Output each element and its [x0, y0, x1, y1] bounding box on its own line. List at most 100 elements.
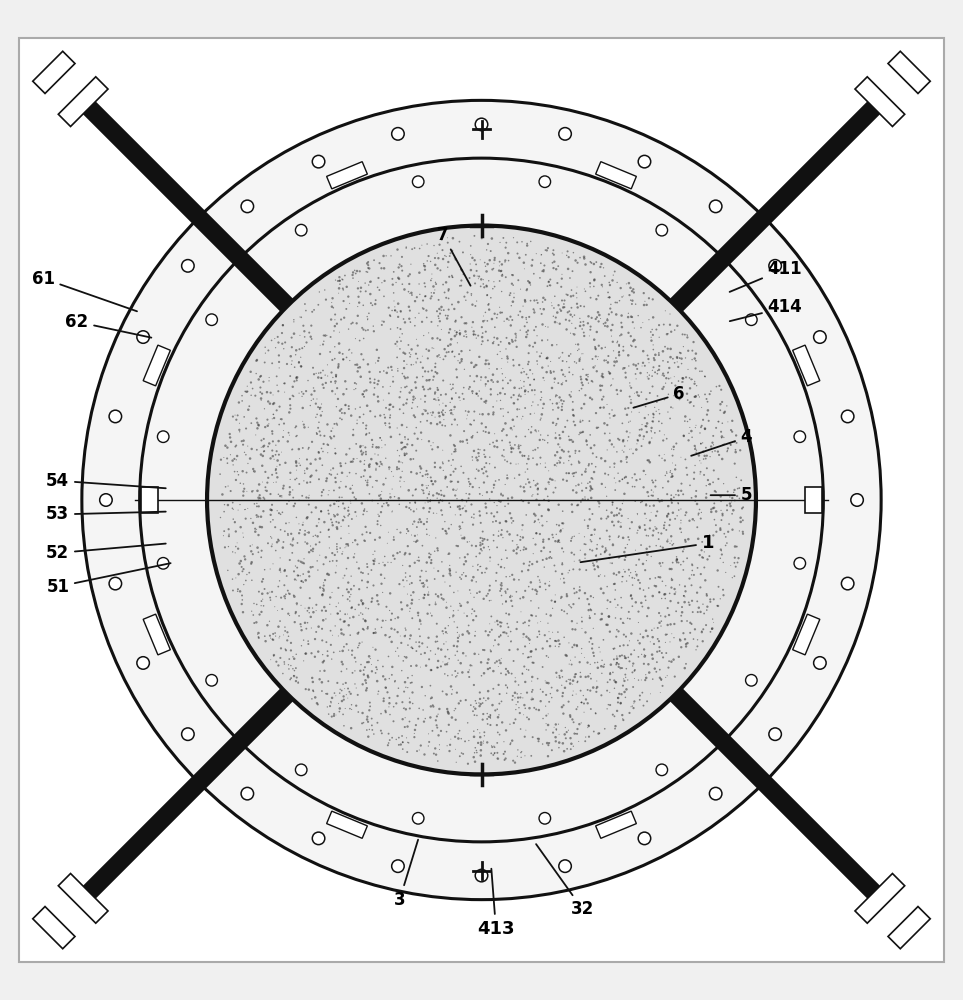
Point: [500, 680, 515, 696]
Point: [551, 532, 566, 548]
Point: [698, 617, 714, 633]
Point: [536, 264, 552, 280]
Point: [575, 361, 590, 377]
Point: [312, 534, 327, 550]
Point: [538, 350, 554, 366]
Point: [444, 381, 459, 397]
Point: [508, 429, 524, 445]
Point: [357, 275, 373, 291]
Point: [289, 462, 304, 478]
Point: [406, 514, 422, 530]
Point: [706, 437, 721, 453]
Point: [503, 736, 518, 752]
Point: [430, 390, 446, 406]
Point: [623, 280, 638, 296]
Point: [671, 502, 687, 518]
Point: [473, 535, 488, 551]
Point: [574, 467, 589, 483]
Point: [572, 552, 587, 568]
Point: [611, 623, 626, 639]
Point: [682, 411, 697, 427]
Point: [605, 272, 620, 288]
Point: [674, 599, 690, 615]
Point: [421, 381, 436, 397]
Point: [580, 720, 595, 736]
Point: [290, 535, 305, 551]
Point: [308, 463, 324, 479]
Point: [599, 502, 614, 518]
Point: [573, 412, 588, 428]
Point: [638, 553, 654, 569]
Point: [500, 616, 515, 632]
Point: [565, 738, 581, 754]
Point: [408, 481, 424, 497]
Point: [272, 399, 287, 415]
Point: [487, 252, 503, 268]
Point: [253, 598, 269, 614]
Point: [447, 328, 462, 344]
Point: [489, 701, 505, 717]
Point: [538, 481, 554, 497]
Point: [501, 628, 516, 644]
Point: [435, 454, 451, 470]
Point: [545, 527, 560, 543]
Point: [551, 375, 566, 391]
Point: [463, 585, 479, 601]
Point: [390, 296, 405, 312]
Point: [330, 391, 346, 407]
Point: [455, 565, 471, 581]
Point: [645, 378, 661, 394]
Point: [693, 511, 709, 527]
Point: [567, 622, 583, 638]
Point: [692, 453, 708, 469]
Point: [368, 625, 383, 641]
Point: [692, 466, 708, 482]
Point: [623, 395, 638, 411]
Point: [310, 644, 325, 660]
Point: [709, 379, 724, 395]
Point: [697, 421, 713, 437]
Point: [451, 695, 466, 711]
Point: [318, 549, 333, 565]
Point: [428, 459, 443, 475]
Point: [532, 515, 547, 531]
Point: [360, 619, 376, 635]
Point: [555, 345, 570, 361]
Point: [357, 462, 373, 478]
Point: [523, 574, 538, 590]
Point: [606, 343, 621, 359]
Point: [451, 726, 466, 742]
Point: [440, 655, 455, 671]
Point: [597, 656, 612, 672]
Point: [291, 441, 306, 457]
Point: [320, 357, 335, 373]
Point: [508, 702, 524, 718]
Point: [482, 582, 497, 598]
Point: [563, 307, 579, 323]
Point: [344, 600, 359, 616]
Point: [544, 593, 560, 609]
Point: [500, 375, 515, 391]
Point: [345, 267, 360, 283]
Point: [376, 476, 391, 492]
Point: [481, 352, 496, 368]
Point: [270, 453, 285, 469]
Point: [416, 575, 431, 591]
Point: [256, 443, 272, 459]
Point: [709, 484, 724, 500]
Point: [615, 712, 631, 728]
Point: [434, 507, 450, 523]
Point: [567, 417, 583, 433]
Point: [287, 651, 302, 667]
Point: [486, 438, 502, 454]
Point: [374, 317, 389, 333]
Point: [407, 409, 423, 425]
Point: [650, 363, 665, 379]
Point: [498, 542, 513, 558]
Point: [484, 622, 500, 638]
Point: [415, 468, 430, 484]
Point: [429, 633, 445, 649]
Point: [249, 540, 265, 556]
Point: [396, 397, 411, 413]
Point: [476, 423, 491, 439]
